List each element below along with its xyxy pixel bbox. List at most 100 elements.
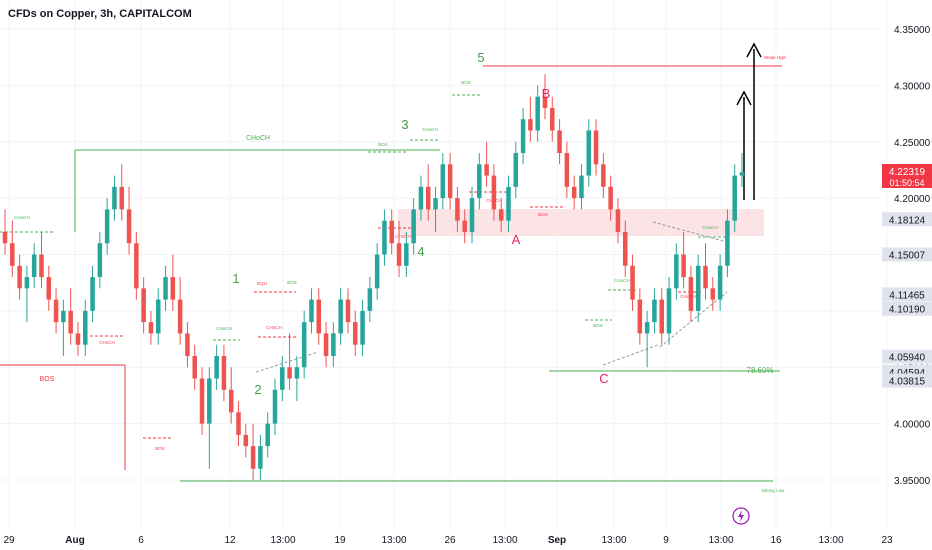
candle-body bbox=[710, 288, 716, 300]
y-tick-label: 3.95000 bbox=[894, 476, 931, 487]
x-tick-label: 19 bbox=[334, 535, 346, 546]
candle-body bbox=[287, 367, 292, 379]
level-price-tag bbox=[882, 247, 932, 262]
candle-body bbox=[447, 164, 453, 199]
candle bbox=[141, 277, 146, 334]
candle bbox=[447, 153, 453, 210]
candle bbox=[265, 412, 270, 458]
candle-body bbox=[666, 288, 672, 334]
candle bbox=[513, 141, 519, 199]
candle bbox=[652, 288, 657, 334]
candle-body bbox=[24, 277, 30, 289]
candle bbox=[24, 265, 30, 323]
wave-label: C bbox=[599, 371, 608, 386]
candle-body bbox=[134, 243, 139, 289]
structure-label: BOS bbox=[155, 446, 165, 451]
candle bbox=[345, 288, 351, 334]
candle-body bbox=[345, 299, 351, 323]
countdown-text: 01:50:54 bbox=[889, 178, 924, 188]
candle-body bbox=[294, 367, 300, 379]
candle-body bbox=[31, 254, 37, 278]
structure-label: CHoCH bbox=[216, 326, 232, 331]
candles bbox=[2, 74, 745, 480]
x-tick-label: 13:00 bbox=[601, 535, 626, 546]
candle bbox=[550, 96, 555, 142]
candle bbox=[469, 186, 475, 244]
y-tick-label: 4.30000 bbox=[894, 81, 931, 92]
candle-body bbox=[367, 288, 373, 311]
candle-body bbox=[528, 119, 533, 131]
candle bbox=[185, 322, 190, 368]
candle-body bbox=[506, 186, 511, 221]
candle-body bbox=[68, 310, 73, 334]
chart-grid bbox=[0, 0, 888, 530]
structure-label: EQH bbox=[257, 281, 267, 286]
candle-body bbox=[61, 310, 66, 323]
candle bbox=[462, 209, 467, 244]
structure-label: CHoCH bbox=[395, 234, 411, 239]
candle-body bbox=[148, 322, 154, 334]
candle bbox=[404, 231, 409, 278]
candle bbox=[119, 164, 125, 221]
structure-label: Strong Low bbox=[762, 488, 786, 493]
candle-body bbox=[39, 254, 44, 278]
candle-body bbox=[571, 186, 577, 199]
candle bbox=[258, 434, 263, 480]
candle-body bbox=[491, 175, 497, 210]
candle-body bbox=[75, 333, 81, 345]
candle bbox=[2, 209, 8, 255]
structure-label: CHoCH bbox=[702, 225, 718, 230]
candle bbox=[389, 209, 395, 255]
candle bbox=[418, 175, 424, 221]
candle bbox=[571, 175, 577, 210]
candle bbox=[75, 322, 81, 356]
candle-body bbox=[404, 243, 409, 266]
structure-label: BOS bbox=[40, 376, 55, 383]
candle-body bbox=[104, 209, 110, 244]
candle-body bbox=[681, 254, 686, 278]
candle bbox=[557, 119, 562, 165]
price-axis[interactable]: 4.350004.300004.250004.200004.150004.100… bbox=[882, 25, 932, 487]
candle-body bbox=[2, 231, 8, 244]
candle bbox=[53, 288, 59, 334]
candle-body bbox=[688, 277, 694, 311]
candle bbox=[396, 220, 402, 278]
structure-label: BOS bbox=[461, 80, 471, 85]
x-tick-label: 12 bbox=[224, 535, 236, 546]
candle bbox=[360, 299, 365, 356]
x-tick-label: Aug bbox=[65, 535, 84, 546]
candle bbox=[17, 254, 22, 300]
level-price-tag bbox=[882, 287, 932, 302]
candle-body bbox=[462, 220, 467, 232]
candle-body bbox=[265, 423, 270, 447]
candle-body bbox=[622, 231, 628, 266]
lightning-icon[interactable] bbox=[732, 507, 750, 525]
structure-label: CHoCH bbox=[266, 325, 282, 330]
candle-body bbox=[97, 243, 103, 278]
candle-body bbox=[331, 333, 336, 356]
candle-body bbox=[469, 198, 475, 232]
y-tick-label: 4.25000 bbox=[894, 138, 931, 149]
candle-body bbox=[83, 310, 88, 345]
candle bbox=[717, 254, 723, 311]
level-price-text: 4.05940 bbox=[889, 353, 926, 364]
supply-demand-zone bbox=[398, 209, 764, 236]
level-price-text: 4.04594 bbox=[889, 368, 926, 379]
candle-body bbox=[550, 107, 555, 131]
candle bbox=[177, 277, 183, 345]
structure-label: CHoCH bbox=[486, 198, 502, 203]
candle-body bbox=[221, 355, 227, 390]
y-tick-label: 4.20000 bbox=[894, 194, 931, 205]
wedge-upper-line bbox=[652, 221, 728, 243]
candle-body bbox=[236, 412, 241, 435]
candle-body bbox=[440, 164, 446, 199]
structure-label: BOS bbox=[287, 280, 297, 285]
candle bbox=[374, 243, 380, 300]
candle bbox=[520, 107, 526, 165]
candle-body bbox=[126, 209, 132, 244]
candle-body bbox=[703, 265, 708, 289]
time-axis[interactable]: 29 Aug 6 12 13:00 19 13:00 26 13:00 Sep 13:00 9 13:0… bbox=[3, 535, 893, 546]
wave-label: 3 bbox=[401, 117, 408, 132]
